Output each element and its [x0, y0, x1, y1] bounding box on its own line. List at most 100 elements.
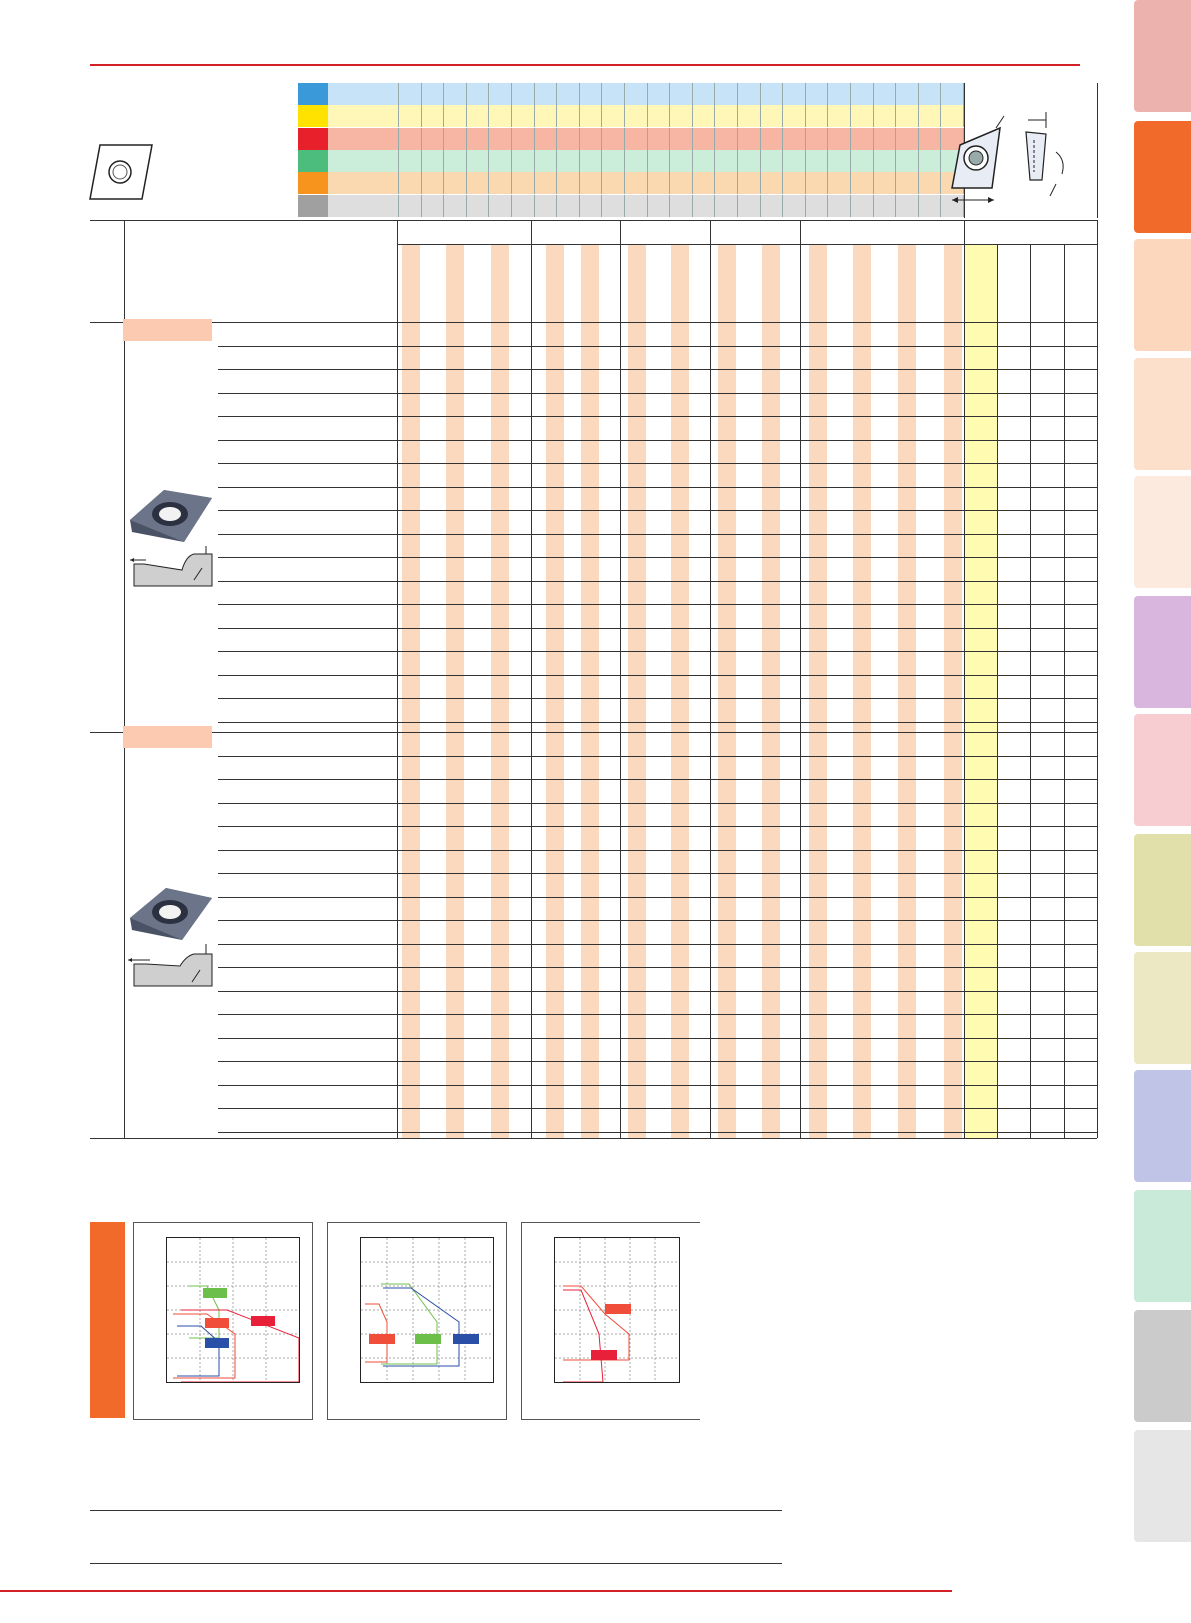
footnote-rule	[90, 1563, 782, 1564]
material-key-swatch	[298, 105, 328, 128]
table-col-divider	[964, 220, 965, 1138]
table-row	[218, 826, 1097, 827]
material-band	[328, 172, 398, 195]
table-col-divider	[1030, 244, 1031, 1138]
table-row	[218, 721, 1097, 723]
table-row	[218, 802, 1097, 804]
table-row	[218, 580, 1097, 582]
table-row	[218, 604, 1097, 605]
column-stripe	[853, 244, 871, 1138]
material-row	[298, 172, 964, 195]
material-band	[328, 83, 398, 105]
side-index-tab[interactable]	[1134, 1190, 1191, 1302]
material-band	[328, 194, 398, 217]
table-col-divider	[1064, 244, 1065, 1138]
side-index-tab[interactable]	[1134, 952, 1191, 1064]
column-stripe	[898, 244, 916, 1138]
insert-photo-icon	[124, 480, 216, 590]
side-index-tab[interactable]	[1134, 121, 1191, 233]
table-col-divider	[800, 220, 801, 1138]
chart-marker	[205, 1318, 229, 1328]
material-key-swatch	[298, 149, 328, 172]
chart-marker	[591, 1350, 617, 1360]
table-col-divider	[620, 220, 621, 1138]
table-row	[218, 510, 1097, 511]
column-stripe	[402, 244, 420, 1138]
side-index-tab[interactable]	[1134, 0, 1191, 112]
top-rule	[90, 64, 1080, 66]
table-row	[218, 627, 1097, 629]
side-index-tab[interactable]	[1134, 1070, 1191, 1182]
material-row	[298, 127, 964, 150]
table-row	[218, 1084, 1097, 1086]
column-stripe	[671, 244, 689, 1138]
material-band	[328, 127, 398, 150]
table-row	[218, 698, 1097, 699]
chart-3	[521, 1222, 700, 1420]
column-stripe	[718, 244, 736, 1138]
group-label-1	[123, 319, 212, 341]
material-band	[328, 149, 398, 172]
side-index-tab[interactable]	[1134, 1310, 1191, 1422]
table-row	[218, 369, 1097, 370]
table-row	[218, 416, 1097, 417]
table-row	[218, 943, 1097, 945]
table-row	[218, 1061, 1097, 1062]
side-index-tab[interactable]	[1134, 1430, 1191, 1542]
table-bottom-rule	[90, 1138, 1097, 1139]
material-key-swatch	[298, 127, 328, 150]
side-index-tab[interactable]	[1134, 358, 1191, 470]
table-col-divider	[397, 220, 398, 1138]
table-subheader-rule	[397, 244, 1097, 245]
table-row	[218, 486, 1097, 488]
side-index-tab[interactable]	[1134, 476, 1191, 588]
chart-marker	[205, 1338, 229, 1348]
table-row	[218, 990, 1097, 992]
chipbreaker-profile-icon	[124, 880, 216, 990]
table-col-divider	[124, 220, 125, 1138]
side-index-tab[interactable]	[1134, 834, 1191, 946]
group-divider	[90, 322, 1097, 323]
material-grid-cells	[398, 194, 964, 217]
footnote-rule	[90, 1510, 782, 1511]
chart-marker	[251, 1316, 275, 1326]
table-col-divider	[531, 220, 532, 1138]
column-stripe	[809, 244, 827, 1138]
table-col-divider	[1097, 220, 1098, 1138]
chart-2	[327, 1222, 507, 1420]
table-row	[218, 392, 1097, 394]
table-row	[218, 779, 1097, 780]
material-row	[298, 105, 964, 128]
chart-marker	[415, 1334, 441, 1344]
bottom-rule	[0, 1590, 952, 1592]
table-row	[218, 896, 1097, 898]
material-grid-cells	[398, 105, 964, 128]
table-row	[218, 1037, 1097, 1039]
material-key-swatch	[298, 172, 328, 195]
material-grid-cells	[398, 149, 964, 172]
chart-marker	[203, 1288, 227, 1298]
chart-1	[133, 1222, 313, 1420]
table-row	[218, 674, 1097, 676]
side-index-tab[interactable]	[1134, 596, 1191, 708]
rhombic-insert-icon	[88, 143, 154, 201]
material-key-swatch	[298, 194, 328, 217]
section-tab	[90, 1222, 125, 1418]
side-index-tab[interactable]	[1134, 239, 1191, 351]
group-label-2	[123, 726, 212, 748]
side-index-tab[interactable]	[1134, 714, 1191, 826]
material-band	[328, 105, 398, 128]
column-stripe	[546, 244, 564, 1138]
chart-marker	[605, 1304, 631, 1314]
table-row	[218, 651, 1097, 652]
insert-dimension-diagram-icon	[950, 110, 1080, 208]
column-stripe	[944, 244, 962, 1138]
table-row	[218, 920, 1097, 921]
column-stripe	[491, 244, 509, 1138]
table-row	[218, 557, 1097, 558]
material-key-swatch	[298, 83, 328, 105]
table-row	[218, 533, 1097, 535]
table-row	[218, 1131, 1097, 1133]
material-row	[298, 149, 964, 172]
table-row	[218, 755, 1097, 757]
